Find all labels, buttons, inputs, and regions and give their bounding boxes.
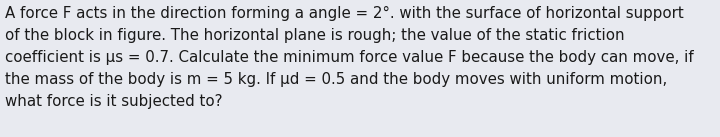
Text: A force F acts in the direction forming a angle = 2°. with the surface of horizo: A force F acts in the direction forming … [5,6,684,21]
Text: coefficient is μs = 0.7. Calculate the minimum force value F because the body ca: coefficient is μs = 0.7. Calculate the m… [5,50,694,65]
Text: the mass of the body is m = 5 kg. If μd = 0.5 and the body moves with uniform mo: the mass of the body is m = 5 kg. If μd … [5,72,667,87]
Text: of the block in figure. The horizontal plane is rough; the value of the static f: of the block in figure. The horizontal p… [5,28,625,43]
Text: what force is it subjected to?: what force is it subjected to? [5,94,222,109]
